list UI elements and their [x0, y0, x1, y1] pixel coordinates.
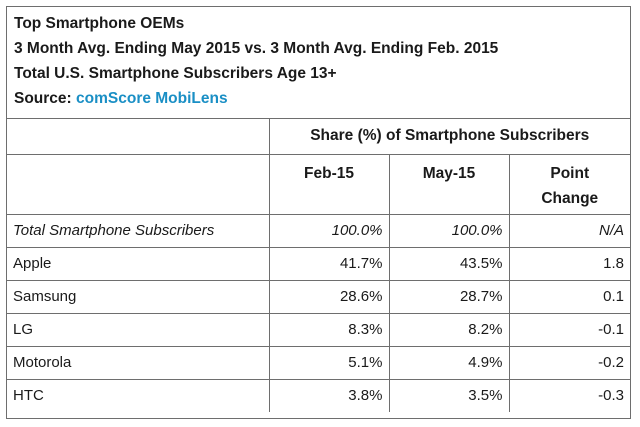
- column-header-row: Feb-15 May-15 Point Change: [7, 153, 630, 215]
- cell-value: 5.1%: [268, 345, 390, 380]
- row-label: Total Smartphone Subscribers: [7, 213, 270, 248]
- row-label: Apple: [7, 246, 270, 281]
- table-row: HTC 3.8% 3.5% -0.3: [7, 378, 630, 412]
- cell-value: -0.3: [508, 378, 630, 412]
- cell-value: N/A: [508, 213, 630, 248]
- row-label: HTC: [7, 378, 270, 412]
- table-row: Apple 41.7% 43.5% 1.8: [7, 246, 630, 281]
- cell-value: 3.8%: [268, 378, 390, 412]
- table-row: Total Smartphone Subscribers 100.0% 100.…: [7, 213, 630, 248]
- column-header: Feb-15: [268, 153, 390, 215]
- column-header: Point Change: [508, 153, 630, 215]
- cell-value: 4.9%: [388, 345, 510, 380]
- row-label: LG: [7, 312, 270, 347]
- cell-value: 0.1: [508, 279, 630, 314]
- table-row: LG 8.3% 8.2% -0.1: [7, 312, 630, 347]
- group-header: Share (%) of Smartphone Subscribers: [268, 119, 630, 155]
- cell-value: 3.5%: [388, 378, 510, 412]
- title-line-1: Top Smartphone OEMs: [14, 15, 185, 32]
- cell-value: 43.5%: [388, 246, 510, 281]
- column-header-text: Point Change: [541, 164, 599, 207]
- data-table: Share (%) of Smartphone Subscribers Feb-…: [7, 119, 630, 412]
- cell-value: -0.1: [508, 312, 630, 347]
- row-label: Motorola: [7, 345, 270, 380]
- table-row: Samsung 28.6% 28.7% 0.1: [7, 279, 630, 314]
- table-frame: Top Smartphone OEMs 3 Month Avg. Ending …: [6, 6, 631, 419]
- group-header-row: Share (%) of Smartphone Subscribers: [7, 119, 630, 155]
- cell-value: -0.2: [508, 345, 630, 380]
- source-line: Source: comScore MobiLens: [14, 86, 630, 111]
- table-header: Top Smartphone OEMs 3 Month Avg. Ending …: [7, 7, 630, 119]
- cell-value: 28.6%: [268, 279, 390, 314]
- corner-cell: [7, 153, 270, 215]
- title-line-3: Total U.S. Smartphone Subscribers Age 13…: [14, 65, 337, 82]
- cell-value: 28.7%: [388, 279, 510, 314]
- column-header: May-15: [388, 153, 510, 215]
- cell-value: 8.3%: [268, 312, 390, 347]
- table-row: Motorola 5.1% 4.9% -0.2: [7, 345, 630, 380]
- source-label: Source:: [14, 90, 77, 107]
- cell-value: 100.0%: [268, 213, 390, 248]
- title-line-2: 3 Month Avg. Ending May 2015 vs. 3 Month…: [14, 40, 499, 57]
- corner-cell: [7, 119, 270, 155]
- source-name: comScore MobiLens: [76, 90, 228, 107]
- cell-value: 1.8: [508, 246, 630, 281]
- cell-value: 100.0%: [388, 213, 510, 248]
- cell-value: 41.7%: [268, 246, 390, 281]
- row-label: Samsung: [7, 279, 270, 314]
- cell-value: 8.2%: [388, 312, 510, 347]
